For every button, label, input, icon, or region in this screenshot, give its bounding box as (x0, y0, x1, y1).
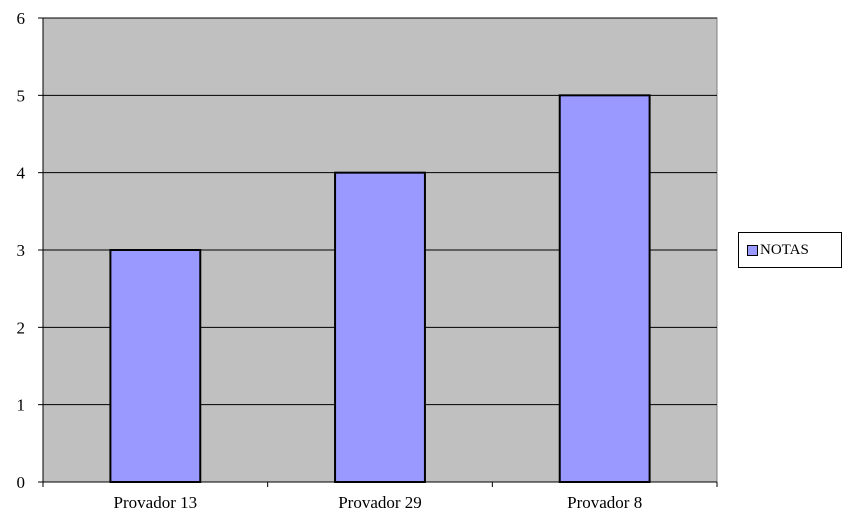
bars (109, 94, 651, 484)
x-tick-label: Provador 29 (338, 493, 422, 512)
legend-swatch (747, 244, 758, 256)
legend-label: NOTAS (760, 241, 809, 258)
y-tick-label: 6 (17, 9, 26, 28)
y-tick-label: 5 (17, 86, 26, 105)
axes (38, 17, 718, 487)
y-tick-label: 1 (17, 396, 26, 415)
y-tick-label: 4 (17, 164, 26, 183)
y-tick-label: 0 (17, 473, 26, 492)
legend: NOTAS (738, 232, 842, 268)
bar (109, 249, 202, 483)
x-tick-label: Provador 8 (567, 493, 642, 512)
x-tick-label: Provador 13 (114, 493, 198, 512)
x-tick-labels: Provador 13 Provador 29 Provador 8 (114, 493, 643, 512)
y-tick-labels: 0 1 2 3 4 5 6 (17, 9, 26, 492)
y-tick-label: 3 (17, 241, 26, 260)
bar (334, 171, 426, 484)
y-tick-label: 2 (17, 318, 26, 337)
bar (558, 94, 651, 483)
